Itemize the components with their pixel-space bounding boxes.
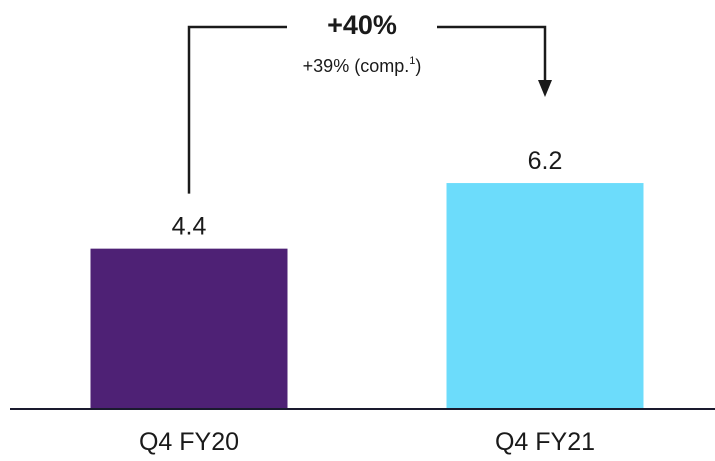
comparable-growth-close: ) — [415, 56, 421, 76]
value-label: 4.4 — [172, 213, 207, 241]
growth-percentage: +40% — [327, 10, 397, 40]
category-labels-group: Q4 FY20 Q4 FY21 — [139, 428, 595, 456]
bar-q4-fy21 — [447, 183, 644, 409]
category-label: Q4 FY21 — [495, 428, 595, 456]
value-label: 6.2 — [528, 147, 563, 175]
arrow-down-icon — [538, 80, 552, 97]
growth-connector-left — [189, 27, 287, 194]
category-label: Q4 FY20 — [139, 428, 239, 456]
growth-connector-right — [437, 27, 545, 80]
growth-annotation: +40% +39% (comp.1) — [189, 10, 552, 194]
bar-q4-fy20 — [91, 249, 288, 409]
comparable-growth-text: +39% (comp. — [303, 56, 410, 76]
comparable-growth: +39% (comp.1) — [303, 55, 422, 76]
